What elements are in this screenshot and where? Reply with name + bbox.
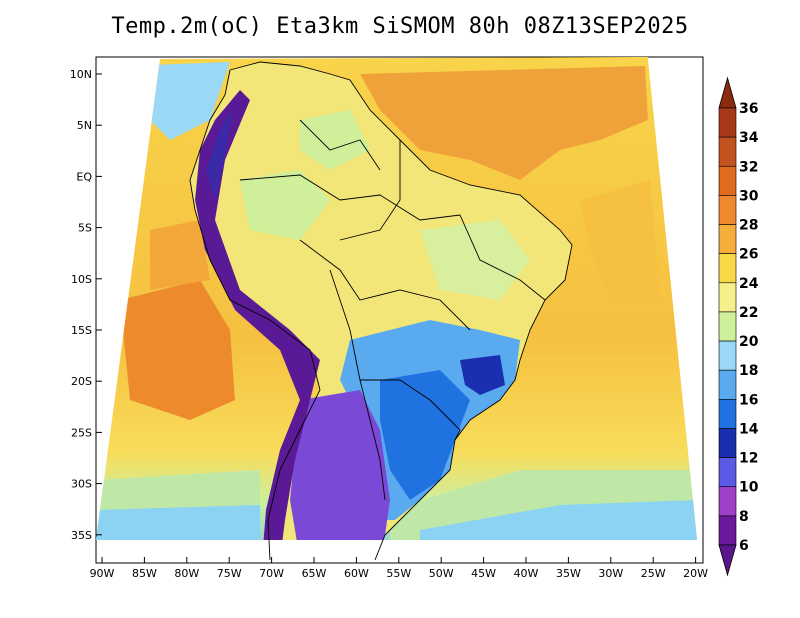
colorbar-band bbox=[718, 107, 737, 138]
border-south bbox=[429, 399, 461, 441]
colorbar-top-arrow bbox=[718, 76, 737, 109]
lat-tick-label: 5S bbox=[78, 222, 92, 235]
colorbar-band bbox=[718, 253, 737, 284]
lon-tick-label: 55W bbox=[386, 567, 411, 580]
amazon-cool-patch bbox=[240, 170, 330, 240]
central-cool-patch bbox=[420, 220, 530, 300]
lon-tick-label: 65W bbox=[302, 567, 327, 580]
coastline-west bbox=[189, 69, 321, 561]
colorbar: 36 34 32 30 28 26 24 22 20 18 16 14 12 10 8 6 bbox=[718, 76, 759, 577]
coastline-east bbox=[229, 61, 573, 561]
temperature-field bbox=[96, 57, 697, 540]
colorbar-band bbox=[718, 369, 737, 400]
colorbar-label: 32 bbox=[739, 159, 758, 175]
colorbar-label: 16 bbox=[739, 392, 758, 408]
colorbar-band bbox=[718, 311, 737, 342]
lon-tick-label: 25W bbox=[641, 567, 666, 580]
colorbar-label: 10 bbox=[739, 480, 759, 496]
colorbar-label: 24 bbox=[739, 276, 759, 292]
lat-tick-label: 5N bbox=[77, 119, 92, 132]
atlantic-warm-patch bbox=[580, 180, 660, 300]
north-pacific-cool bbox=[140, 62, 230, 140]
lat-tick-label: 35S bbox=[71, 529, 92, 542]
andes-cold-ridge bbox=[195, 90, 320, 540]
colorbar-band bbox=[718, 340, 737, 371]
pacific-warm-zone bbox=[120, 280, 235, 420]
latitude-axis: 10N 5N EQ 5S 10S 15S 20S 25S 30S 35S bbox=[70, 68, 102, 542]
lon-tick-label: 90W bbox=[90, 567, 115, 580]
colorbar-label: 12 bbox=[739, 451, 758, 467]
argentina-cold-region bbox=[290, 390, 390, 540]
colorbar-band bbox=[718, 136, 737, 167]
lat-tick-label: 10N bbox=[70, 68, 92, 81]
colorbar-label: 34 bbox=[739, 130, 759, 146]
lat-tick-label: 10S bbox=[71, 273, 92, 286]
colorbar-label: 8 bbox=[739, 509, 749, 525]
lon-tick-label: 40W bbox=[514, 567, 539, 580]
colorbar-label: 30 bbox=[739, 188, 759, 204]
border-northeast bbox=[459, 214, 546, 301]
border-amazon bbox=[239, 174, 461, 221]
lat-tick-label: 15S bbox=[71, 324, 92, 337]
lon-tick-label: 50W bbox=[429, 567, 454, 580]
colorbar-band bbox=[718, 282, 737, 313]
southeast-cold-region bbox=[380, 370, 470, 500]
lat-tick-label: 30S bbox=[71, 478, 92, 491]
pacific-warm-patch bbox=[150, 220, 210, 290]
lon-tick-label: 85W bbox=[132, 567, 157, 580]
lon-tick-label: 75W bbox=[217, 567, 242, 580]
border-north bbox=[339, 140, 401, 241]
colorbar-label: 22 bbox=[739, 305, 758, 321]
guiana-cool-patch bbox=[300, 110, 370, 170]
lat-tick-label: EQ bbox=[76, 170, 92, 183]
colorbar-bottom-arrow bbox=[718, 544, 737, 577]
lon-tick-label: 60W bbox=[344, 567, 369, 580]
colorbar-band bbox=[718, 515, 737, 546]
longitude-axis: 90W 85W 80W 75W 70W 65W 60W 55W 50W 45W 40W 35W 30W 2… bbox=[90, 557, 708, 580]
colorbar-label: 28 bbox=[739, 218, 758, 234]
atlantic-warm-zone bbox=[360, 66, 648, 180]
political-borders bbox=[189, 61, 573, 561]
colorbar-band bbox=[718, 165, 737, 196]
border-central bbox=[299, 239, 471, 331]
colorbar-band bbox=[718, 428, 737, 458]
colorbar-band bbox=[718, 457, 737, 488]
colorbar-label: 20 bbox=[739, 334, 759, 350]
lon-tick-label: 30W bbox=[598, 567, 623, 580]
border-guiana bbox=[299, 119, 381, 171]
colorbar-label: 14 bbox=[739, 421, 759, 437]
map-title: Temp.2m(oC) Eta3km SiSMOM 80h 08Z13SEP20… bbox=[111, 14, 689, 39]
colorbar-band bbox=[718, 195, 737, 225]
colorbar-label: 18 bbox=[739, 363, 758, 379]
colorbar-band bbox=[718, 224, 737, 254]
colorbar-label: 26 bbox=[739, 247, 758, 263]
colorbar-band bbox=[718, 399, 737, 429]
lon-tick-label: 80W bbox=[174, 567, 199, 580]
border-argentina bbox=[359, 379, 386, 501]
colorbar-label: 6 bbox=[739, 538, 749, 554]
lat-tick-label: 20S bbox=[71, 375, 92, 388]
lon-tick-label: 45W bbox=[471, 567, 496, 580]
lon-tick-label: 35W bbox=[556, 567, 581, 580]
minas-cold-patch bbox=[460, 355, 505, 395]
lat-tick-label: 25S bbox=[71, 426, 92, 439]
south-atlantic-cold bbox=[420, 500, 697, 540]
north-andes-ridge bbox=[206, 110, 232, 200]
lon-tick-label: 20W bbox=[683, 567, 708, 580]
colorbar-label: 36 bbox=[739, 101, 758, 117]
lon-tick-label: 70W bbox=[259, 567, 284, 580]
south-pacific-cold bbox=[96, 505, 260, 540]
colorbar-band bbox=[718, 486, 737, 517]
